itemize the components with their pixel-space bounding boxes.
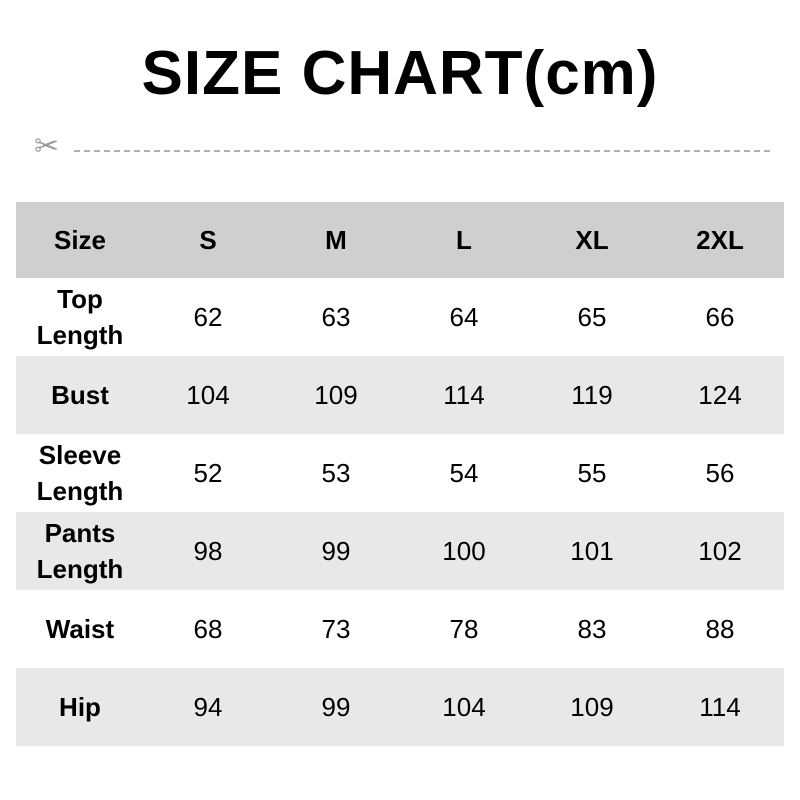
table-cell: 104 [400,668,528,746]
table-cell: 54 [449,458,479,488]
table-cell: 124 [656,356,784,434]
table-cell: 99 [272,512,400,590]
cut-line: ✂ [34,132,770,164]
table-row: Waist 68 73 78 83 88 [16,590,784,668]
table-header-row: Size S M L XL 2XL [16,202,784,278]
table-cell: 88 [705,614,735,644]
size-table: Size S M L XL 2XL Top Length 62 63 64 65 66 Bust 104 1… [16,202,784,746]
table-cell: 83 [577,614,607,644]
table-cell: 63 [321,302,351,332]
table-cell: 100 [400,512,528,590]
table-cell: 99 [272,668,400,746]
table-cell: 62 [193,302,223,332]
column-header: Size [16,202,144,278]
row-label: Bust [16,356,144,434]
column-header: 2XL [656,202,784,278]
table-cell: 114 [656,668,784,746]
table-row: Sleeve Length 52 53 54 55 56 [16,434,784,512]
dashed-divider [74,150,770,152]
row-label: Hip [16,668,144,746]
table-cell: 68 [193,614,223,644]
row-label: Top Length [36,284,124,350]
table-cell: 55 [577,458,607,488]
row-label: Pants Length [16,512,144,590]
table-cell: 109 [528,668,656,746]
table-cell: 64 [449,302,479,332]
page-title: SIZE CHART(cm) [141,39,659,108]
table-row: Bust 104 109 114 119 124 [16,356,784,434]
table-cell: 114 [400,356,528,434]
scissors-icon: ✂ [34,130,60,163]
table-cell: 66 [705,302,735,332]
table-cell: 104 [144,356,272,434]
table-row: Hip 94 99 104 109 114 [16,668,784,746]
table-cell: 98 [144,512,272,590]
table-cell: 119 [528,356,656,434]
column-header: L [400,202,528,278]
table-cell: 94 [144,668,272,746]
table-cell: 78 [449,614,479,644]
column-header: M [272,202,400,278]
column-header: XL [528,202,656,278]
table-cell: 65 [577,302,607,332]
table-row: Top Length 62 63 64 65 66 [16,278,784,356]
table-cell: 52 [193,458,223,488]
table-row: Pants Length 98 99 100 101 102 [16,512,784,590]
table-cell: 101 [528,512,656,590]
column-header: S [144,202,272,278]
row-label: Sleeve Length [36,440,124,506]
table-cell: 73 [321,614,351,644]
table-cell: 102 [656,512,784,590]
table-cell: 53 [321,458,351,488]
row-label: Waist [45,614,115,644]
table-cell: 109 [272,356,400,434]
table-cell: 56 [705,458,735,488]
